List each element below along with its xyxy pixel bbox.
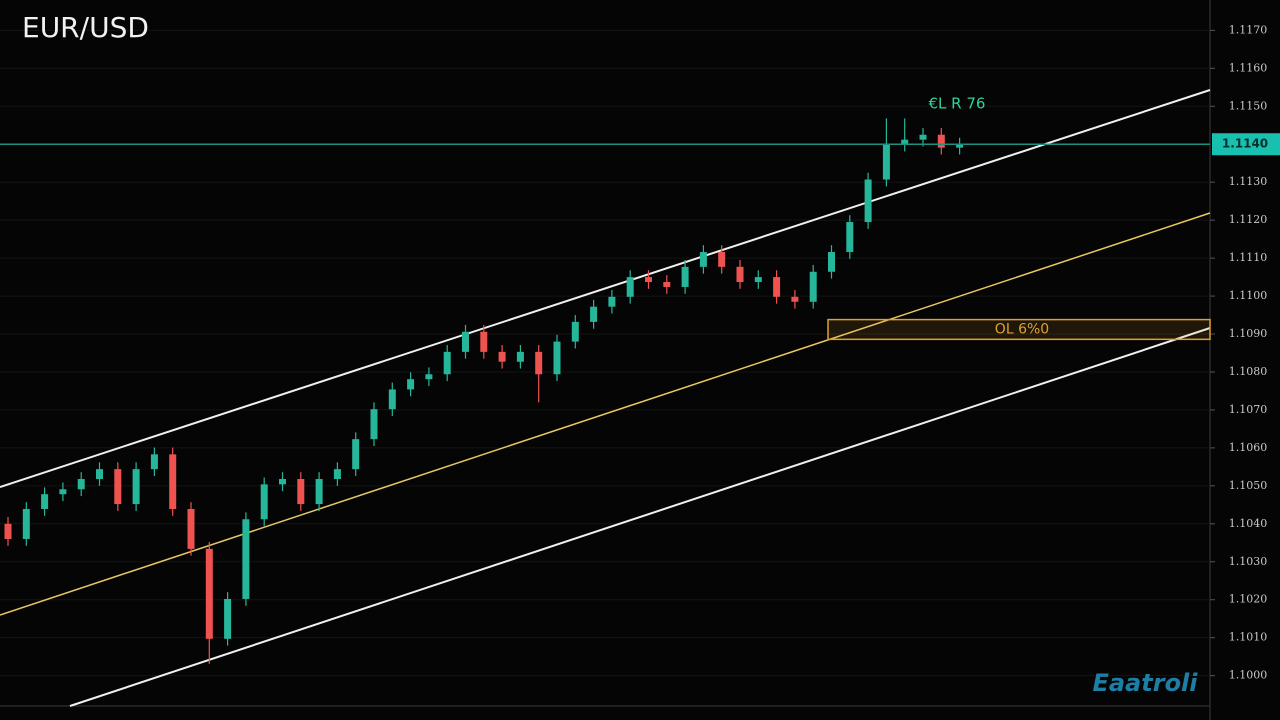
- candle-body: [279, 479, 286, 485]
- candle-body: [535, 351, 543, 375]
- candle-body: [242, 519, 250, 599]
- candle-body: [773, 277, 781, 297]
- candle-body: [132, 469, 140, 505]
- y-tick-label: 1.1000: [1229, 669, 1268, 682]
- candle-body: [736, 266, 744, 283]
- candle-body: [791, 296, 799, 302]
- candle-body: [407, 379, 415, 390]
- annotation: €L R 76: [929, 95, 986, 113]
- chart-title: EUR/USD: [22, 11, 149, 44]
- candle-body: [260, 484, 268, 520]
- candle-body: [809, 271, 817, 302]
- candle-body: [590, 306, 598, 322]
- candle-body: [681, 266, 689, 287]
- y-tick-label: 1.1110: [1229, 251, 1268, 264]
- candle-body: [22, 509, 30, 539]
- y-tick-label: 1.1020: [1229, 593, 1268, 606]
- last-price-tag: [1212, 133, 1280, 156]
- candle-body: [754, 277, 762, 283]
- candles: [4, 118, 964, 664]
- y-tick-label: 1.1010: [1229, 631, 1268, 644]
- candle-body: [297, 479, 305, 505]
- y-tick-label: 1.1080: [1229, 365, 1268, 378]
- candle-body: [498, 351, 506, 362]
- candle-body: [663, 282, 671, 287]
- candle-body: [77, 479, 85, 490]
- channel-lower: [69, 327, 1211, 707]
- watermark: Eaatroli: [1092, 669, 1198, 697]
- candle-body: [352, 439, 360, 470]
- candle-body: [114, 469, 122, 505]
- y-tick-label: 1.1030: [1229, 555, 1268, 568]
- last-price-label: 1.1140: [1222, 137, 1268, 151]
- y-tick-label: 1.1130: [1229, 175, 1268, 188]
- y-tick-label: 1.1150: [1229, 99, 1268, 112]
- y-tick-label: 1.1120: [1229, 213, 1268, 226]
- candle-body: [718, 252, 726, 267]
- candle-body: [388, 389, 396, 410]
- candle-body: [187, 509, 195, 549]
- candle-body: [645, 277, 652, 283]
- candle-body: [882, 144, 890, 180]
- candle-body: [626, 277, 634, 297]
- candle-body: [4, 523, 12, 539]
- y-tick-label: 1.1170: [1229, 23, 1268, 36]
- candle-body: [846, 222, 854, 253]
- candle-body: [59, 489, 67, 495]
- y-tick-label: 1.1040: [1229, 517, 1268, 530]
- zone: [827, 318, 1211, 341]
- y-tick-label: 1.1160: [1229, 61, 1268, 74]
- candle-body: [516, 351, 524, 362]
- candle-body: [901, 139, 909, 145]
- channel-mid: [0, 212, 1211, 616]
- candle-body: [96, 469, 103, 480]
- candle-body: [571, 321, 579, 342]
- candle-body: [333, 469, 341, 480]
- y-tick-label: 1.1060: [1229, 441, 1268, 454]
- candle-body: [828, 252, 835, 272]
- y-tick-label: 1.1090: [1229, 327, 1268, 340]
- candle-body: [699, 252, 707, 267]
- candle-body: [169, 454, 177, 510]
- candle-body: [425, 374, 433, 380]
- candle-body: [864, 179, 872, 223]
- candle-body: [480, 331, 488, 352]
- candle-body: [937, 134, 945, 148]
- candle-body: [462, 331, 469, 352]
- candle-body: [553, 341, 561, 375]
- candle-body: [315, 479, 323, 505]
- y-tick-label: 1.1100: [1229, 289, 1268, 302]
- candle-body: [608, 296, 616, 307]
- y-tick-label: 1.1070: [1229, 403, 1268, 416]
- y-tick-label: 1.1050: [1229, 479, 1268, 492]
- candle-body: [919, 134, 927, 140]
- channel-upper: [0, 89, 1211, 488]
- zone-label: OL 6%0: [995, 321, 1049, 337]
- candle-body: [150, 454, 158, 470]
- candle-body: [443, 351, 451, 375]
- candle-body: [224, 598, 232, 639]
- candle-body: [956, 144, 964, 148]
- candle-body: [205, 548, 213, 639]
- candle-body: [370, 409, 378, 440]
- candle-body: [41, 494, 49, 510]
- grid: [0, 29, 1210, 677]
